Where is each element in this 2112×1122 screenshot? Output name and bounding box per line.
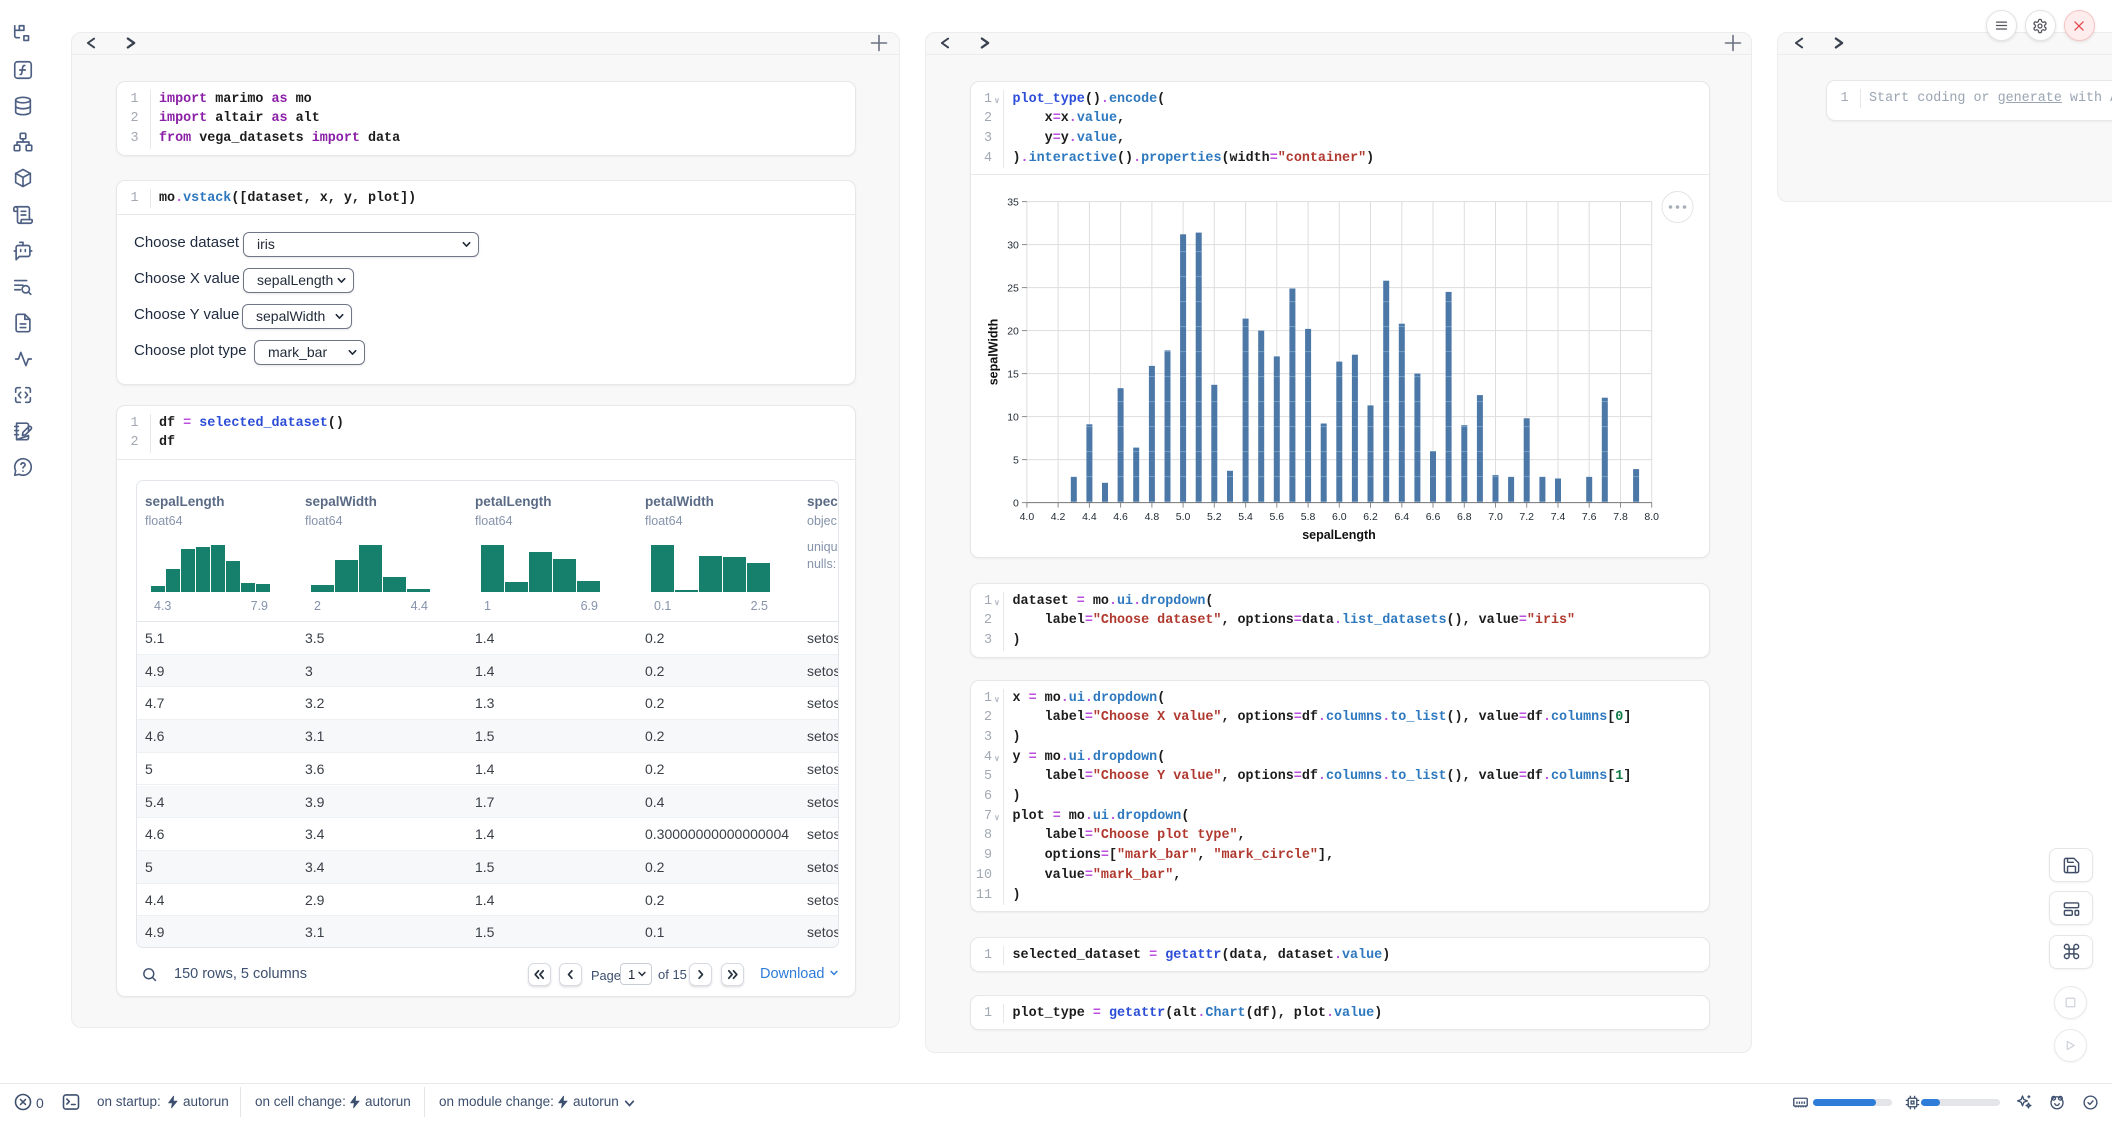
svg-text:30: 30 <box>1007 239 1019 251</box>
svg-text:5.4: 5.4 <box>1238 511 1253 523</box>
svg-text:20: 20 <box>1007 325 1019 337</box>
svg-text:6.6: 6.6 <box>1425 511 1440 523</box>
svg-text:6.8: 6.8 <box>1456 511 1471 523</box>
svg-text:4.0: 4.0 <box>1019 511 1034 523</box>
svg-text:7.6: 7.6 <box>1581 511 1596 523</box>
svg-text:6.2: 6.2 <box>1363 511 1378 523</box>
svg-text:7.2: 7.2 <box>1519 511 1534 523</box>
svg-text:4.6: 4.6 <box>1113 511 1128 523</box>
svg-text:7.0: 7.0 <box>1488 511 1503 523</box>
svg-text:15: 15 <box>1007 368 1019 380</box>
svg-text:6.4: 6.4 <box>1394 511 1409 523</box>
svg-text:10: 10 <box>1007 411 1019 423</box>
svg-text:sepalWidth: sepalWidth <box>986 319 1000 386</box>
svg-text:4.4: 4.4 <box>1082 511 1097 523</box>
svg-text:7.8: 7.8 <box>1613 511 1628 523</box>
svg-text:sepalLength: sepalLength <box>1302 528 1376 542</box>
svg-text:5.2: 5.2 <box>1206 511 1221 523</box>
svg-text:35: 35 <box>1007 196 1019 208</box>
svg-text:5: 5 <box>1013 454 1019 466</box>
svg-text:8.0: 8.0 <box>1644 511 1659 523</box>
svg-text:5.0: 5.0 <box>1175 511 1190 523</box>
svg-text:25: 25 <box>1007 282 1019 294</box>
svg-text:7.4: 7.4 <box>1550 511 1565 523</box>
svg-text:4.2: 4.2 <box>1050 511 1065 523</box>
svg-text:5.6: 5.6 <box>1269 511 1284 523</box>
svg-text:6.0: 6.0 <box>1331 511 1346 523</box>
svg-text:4.8: 4.8 <box>1144 511 1159 523</box>
svg-text:5.8: 5.8 <box>1300 511 1315 523</box>
svg-text:0: 0 <box>1013 497 1019 509</box>
